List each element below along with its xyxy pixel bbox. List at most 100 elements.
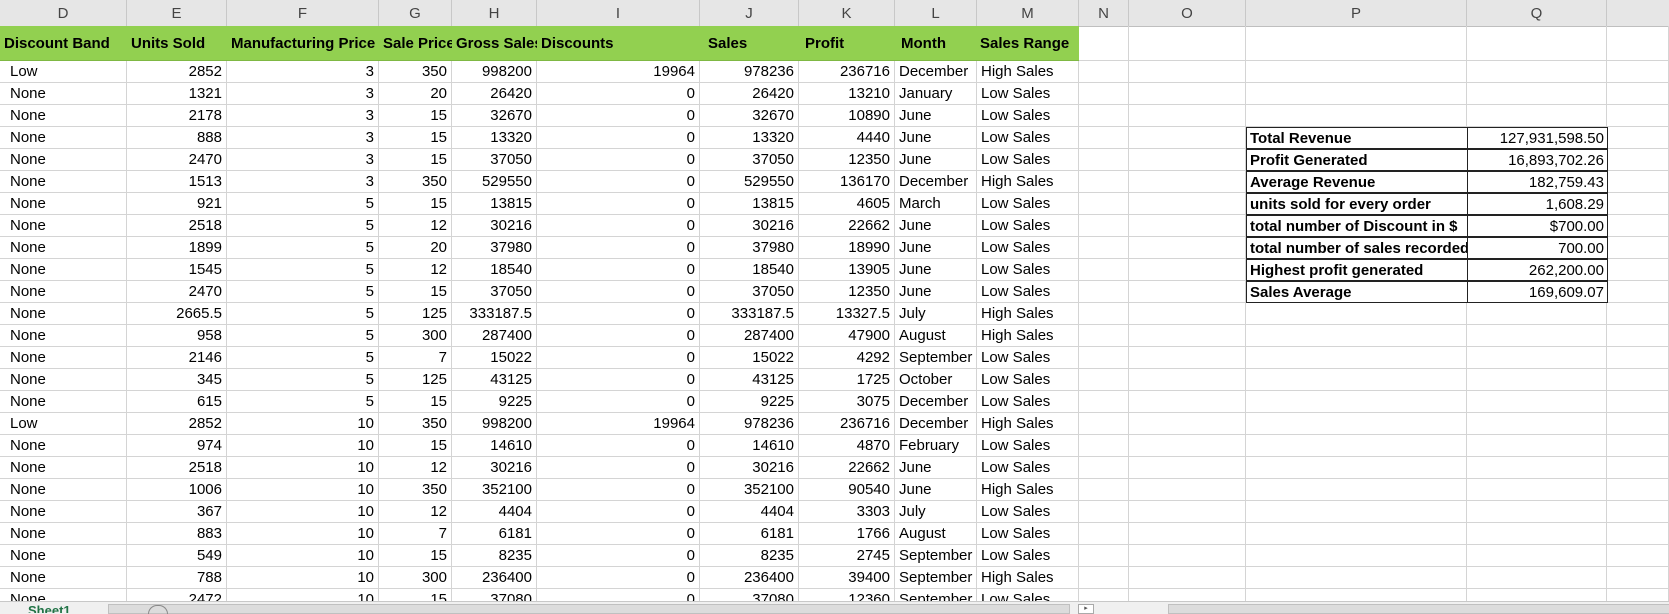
cell-discount-band[interactable]: None (0, 105, 127, 127)
cell-gross-sales[interactable]: 37980 (452, 237, 537, 259)
empty-cell[interactable] (1467, 391, 1607, 413)
empty-cell[interactable] (1079, 281, 1129, 303)
summary-value[interactable]: 182,759.43 (1467, 171, 1608, 193)
cell-sales[interactable]: 30216 (700, 457, 799, 479)
empty-cell[interactable] (1079, 413, 1129, 435)
cell-manufacturing-price[interactable]: 10 (227, 567, 379, 589)
empty-cell[interactable] (1129, 215, 1246, 237)
cell-sales[interactable]: 26420 (700, 83, 799, 105)
empty-cell[interactable] (1607, 479, 1669, 501)
cell-units-sold[interactable]: 345 (127, 369, 227, 391)
cell-discounts[interactable]: 0 (537, 83, 700, 105)
cell-month[interactable]: January (895, 83, 977, 105)
cell-manufacturing-price[interactable]: 5 (227, 369, 379, 391)
cell-month[interactable]: December (895, 391, 977, 413)
cell-sale-price[interactable]: 12 (379, 501, 452, 523)
empty-cell[interactable] (1467, 325, 1607, 347)
cell-discount-band[interactable]: None (0, 237, 127, 259)
cell-manufacturing-price[interactable]: 5 (227, 237, 379, 259)
cell-sale-price[interactable]: 350 (379, 413, 452, 435)
empty-cell[interactable] (1129, 501, 1246, 523)
cell-gross-sales[interactable]: 18540 (452, 259, 537, 281)
cell-sale-price[interactable]: 12 (379, 457, 452, 479)
summary-value[interactable]: $700.00 (1467, 215, 1608, 237)
cell-sale-price[interactable]: 15 (379, 391, 452, 413)
cell-month[interactable]: June (895, 281, 977, 303)
empty-cell[interactable] (1079, 149, 1129, 171)
cell-profit[interactable]: 3075 (799, 391, 895, 413)
cell-units-sold[interactable]: 615 (127, 391, 227, 413)
empty-cell[interactable] (1129, 281, 1246, 303)
cell-sales-range[interactable]: Low Sales (977, 435, 1079, 457)
empty-cell[interactable] (1607, 523, 1669, 545)
cell-discount-band[interactable]: None (0, 347, 127, 369)
cell-sales-range[interactable]: Low Sales (977, 391, 1079, 413)
cell-sales[interactable]: 9225 (700, 391, 799, 413)
cell-units-sold[interactable]: 367 (127, 501, 227, 523)
cell-discounts[interactable]: 0 (537, 369, 700, 391)
empty-cell[interactable] (1467, 413, 1607, 435)
cell-units-sold[interactable]: 1545 (127, 259, 227, 281)
empty-cell[interactable] (1079, 26, 1129, 61)
cell-sales-range[interactable]: Low Sales (977, 149, 1079, 171)
cell-discounts[interactable]: 0 (537, 303, 700, 325)
cell-sales[interactable]: 43125 (700, 369, 799, 391)
cell-profit[interactable]: 4870 (799, 435, 895, 457)
cell-sales-range[interactable]: Low Sales (977, 457, 1079, 479)
cell-units-sold[interactable]: 2178 (127, 105, 227, 127)
cell-sales-range[interactable]: High Sales (977, 567, 1079, 589)
cell-profit[interactable]: 39400 (799, 567, 895, 589)
cell-manufacturing-price[interactable]: 10 (227, 479, 379, 501)
cell-gross-sales[interactable]: 352100 (452, 479, 537, 501)
empty-cell[interactable] (1607, 325, 1669, 347)
empty-cell[interactable] (1079, 215, 1129, 237)
empty-cell[interactable] (1607, 303, 1669, 325)
cell-sale-price[interactable]: 15 (379, 127, 452, 149)
cell-gross-sales[interactable]: 998200 (452, 413, 537, 435)
cell-sale-price[interactable]: 15 (379, 435, 452, 457)
cell-manufacturing-price[interactable]: 5 (227, 281, 379, 303)
empty-cell[interactable] (1079, 259, 1129, 281)
empty-cell[interactable] (1079, 105, 1129, 127)
column-header-k[interactable]: K (799, 0, 895, 26)
cell-sales[interactable]: 236400 (700, 567, 799, 589)
empty-cell[interactable] (1129, 347, 1246, 369)
empty-cell[interactable] (1129, 413, 1246, 435)
empty-cell[interactable] (1079, 237, 1129, 259)
empty-cell[interactable] (1246, 325, 1467, 347)
column-header-j[interactable]: J (700, 0, 799, 26)
cell-profit[interactable]: 13327.5 (799, 303, 895, 325)
cell-sale-price[interactable]: 15 (379, 281, 452, 303)
cell-discount-band[interactable]: None (0, 281, 127, 303)
cell-discounts[interactable]: 0 (537, 149, 700, 171)
cell-gross-sales[interactable]: 9225 (452, 391, 537, 413)
cell-units-sold[interactable]: 1321 (127, 83, 227, 105)
cell-sales-range[interactable]: Low Sales (977, 347, 1079, 369)
cell-sale-price[interactable]: 15 (379, 149, 452, 171)
cell-manufacturing-price[interactable]: 3 (227, 149, 379, 171)
empty-cell[interactable] (1467, 479, 1607, 501)
empty-cell[interactable] (1607, 193, 1669, 215)
empty-cell[interactable] (1129, 193, 1246, 215)
empty-cell[interactable] (1607, 501, 1669, 523)
cell-units-sold[interactable]: 2665.5 (127, 303, 227, 325)
cell-discounts[interactable]: 19964 (537, 61, 700, 83)
empty-cell[interactable] (1607, 105, 1669, 127)
empty-cell[interactable] (1607, 61, 1669, 83)
cell-sales-range[interactable]: Low Sales (977, 545, 1079, 567)
cell-month[interactable]: August (895, 523, 977, 545)
cell-discount-band[interactable]: None (0, 369, 127, 391)
header-profit[interactable]: Profit (799, 26, 895, 61)
cell-discount-band[interactable]: Low (0, 413, 127, 435)
cell-sale-price[interactable]: 12 (379, 215, 452, 237)
cell-manufacturing-price[interactable]: 5 (227, 347, 379, 369)
cell-profit[interactable]: 12350 (799, 149, 895, 171)
header-manufacturing-price[interactable]: Manufacturing Price (227, 26, 379, 61)
cell-profit[interactable]: 3303 (799, 501, 895, 523)
cell-manufacturing-price[interactable]: 5 (227, 259, 379, 281)
empty-cell[interactable] (1079, 193, 1129, 215)
summary-label[interactable]: Sales Average (1246, 281, 1468, 303)
column-header-m[interactable]: M (977, 0, 1079, 26)
empty-cell[interactable] (1079, 127, 1129, 149)
empty-cell[interactable] (1467, 523, 1607, 545)
